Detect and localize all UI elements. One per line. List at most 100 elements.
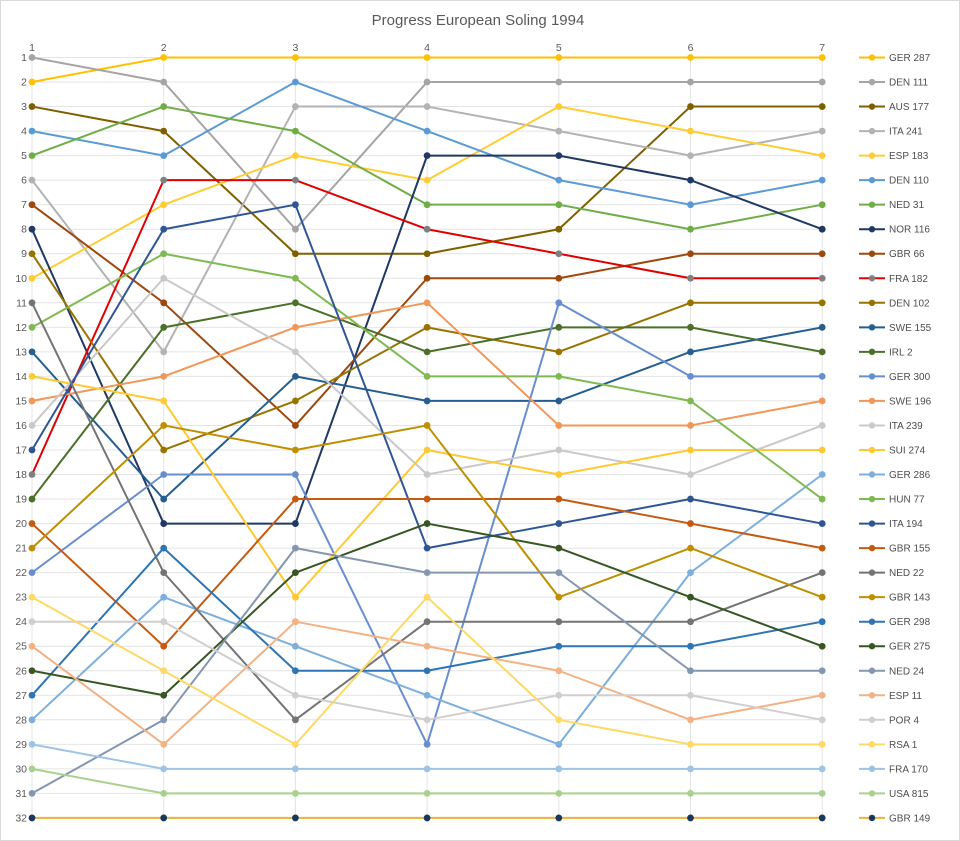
series-aus-177	[28, 103, 826, 258]
data-point-marker	[818, 54, 826, 61]
legend-item-label: IRL 2	[889, 347, 913, 358]
y-axis-label: 6	[21, 175, 27, 187]
legend-item: POR 4	[859, 715, 919, 726]
data-point-marker	[292, 299, 299, 307]
series-ned-22	[28, 299, 826, 724]
data-point-marker	[28, 201, 36, 209]
data-point-marker	[687, 691, 694, 699]
data-point-marker	[423, 323, 431, 331]
data-point-marker	[423, 274, 431, 282]
legend-swatch-marker	[868, 78, 876, 86]
legend-item: FRA 182	[859, 274, 928, 285]
data-point-marker	[292, 593, 299, 601]
data-point-marker	[292, 520, 299, 527]
data-point-marker	[818, 814, 826, 822]
y-axis-label: 5	[21, 150, 27, 162]
data-point-marker	[818, 790, 826, 797]
y-axis-label: 7	[21, 199, 27, 211]
data-point-marker	[160, 520, 168, 527]
data-point-marker	[555, 78, 563, 86]
data-point-marker	[555, 201, 563, 209]
y-axis-label: 8	[21, 224, 27, 236]
legend-swatch-marker	[868, 569, 876, 576]
y-axis-label: 10	[15, 273, 27, 285]
data-point-marker	[160, 667, 168, 675]
legend-item-label: FRA 182	[889, 274, 928, 285]
data-point-marker	[28, 250, 36, 258]
data-point-marker	[160, 716, 168, 724]
legend-item: DEN 110	[859, 176, 929, 187]
data-point-marker	[160, 471, 168, 478]
data-point-marker	[292, 765, 299, 773]
data-point-marker	[160, 274, 168, 282]
legend-swatch-marker	[868, 667, 876, 674]
data-point-marker	[28, 299, 36, 307]
legend-item: HUN 77	[859, 495, 925, 506]
data-point-marker	[292, 78, 299, 86]
data-point-marker	[28, 78, 36, 86]
legend-item: DEN 102	[859, 298, 930, 309]
x-axis-label: 4	[424, 42, 430, 54]
y-axis-label: 4	[21, 126, 27, 138]
legend-swatch-marker	[868, 471, 876, 478]
data-point-marker	[818, 740, 826, 748]
data-point-marker	[818, 299, 826, 307]
data-point-marker	[28, 348, 36, 356]
data-point-marker	[423, 372, 431, 380]
data-point-marker	[28, 54, 36, 61]
data-point-marker	[687, 372, 694, 380]
data-point-marker	[555, 397, 563, 405]
data-point-marker	[687, 471, 694, 478]
data-point-marker	[28, 127, 36, 135]
legend-item-label: NED 22	[889, 568, 924, 579]
data-point-marker	[160, 691, 168, 699]
series-gbr-149	[28, 814, 826, 822]
legend-swatch-marker	[868, 103, 876, 110]
data-point-marker	[423, 78, 431, 86]
data-point-marker	[160, 593, 168, 601]
data-point-marker	[423, 299, 431, 307]
data-point-marker	[423, 520, 431, 527]
data-point-marker	[423, 127, 431, 135]
y-axis-label: 18	[15, 469, 27, 481]
legend-swatch-marker	[868, 127, 876, 135]
data-point-marker	[818, 176, 826, 184]
data-point-marker	[687, 569, 694, 577]
legend-item: NED 31	[859, 200, 924, 211]
legend-item-label: GER 298	[889, 617, 931, 628]
data-point-marker	[160, 176, 168, 184]
legend-item-label: ITA 241	[889, 127, 923, 138]
data-point-marker	[292, 814, 299, 822]
data-point-marker	[423, 495, 431, 503]
data-point-marker	[818, 446, 826, 454]
data-point-marker	[28, 667, 36, 675]
series-ned-31	[28, 103, 826, 233]
data-point-marker	[28, 103, 36, 110]
y-axis-label: 20	[15, 518, 27, 530]
data-point-marker	[160, 201, 168, 209]
y-axis-label: 30	[15, 763, 27, 775]
data-point-marker	[687, 593, 694, 601]
x-axis-label: 1	[29, 42, 35, 54]
y-axis-label: 25	[15, 641, 27, 653]
data-point-marker	[555, 471, 563, 478]
y-axis-label: 2	[21, 77, 27, 89]
data-point-marker	[292, 495, 299, 503]
data-point-marker	[423, 201, 431, 209]
series-esp-11	[28, 618, 826, 748]
data-point-marker	[292, 54, 299, 61]
data-point-marker	[160, 544, 168, 552]
legend-item: GBR 66	[859, 249, 925, 260]
data-point-marker	[555, 495, 563, 503]
data-point-marker	[28, 544, 36, 552]
data-point-marker	[818, 152, 826, 160]
series-swe-155	[28, 323, 826, 503]
series-ger-287	[28, 54, 826, 86]
data-point-marker	[160, 103, 168, 110]
data-point-marker	[292, 667, 299, 675]
data-point-marker	[818, 593, 826, 601]
data-point-marker	[160, 765, 168, 773]
y-axis-label: 21	[15, 543, 27, 555]
data-point-marker	[555, 152, 563, 160]
legend-item: ITA 239	[859, 421, 923, 432]
